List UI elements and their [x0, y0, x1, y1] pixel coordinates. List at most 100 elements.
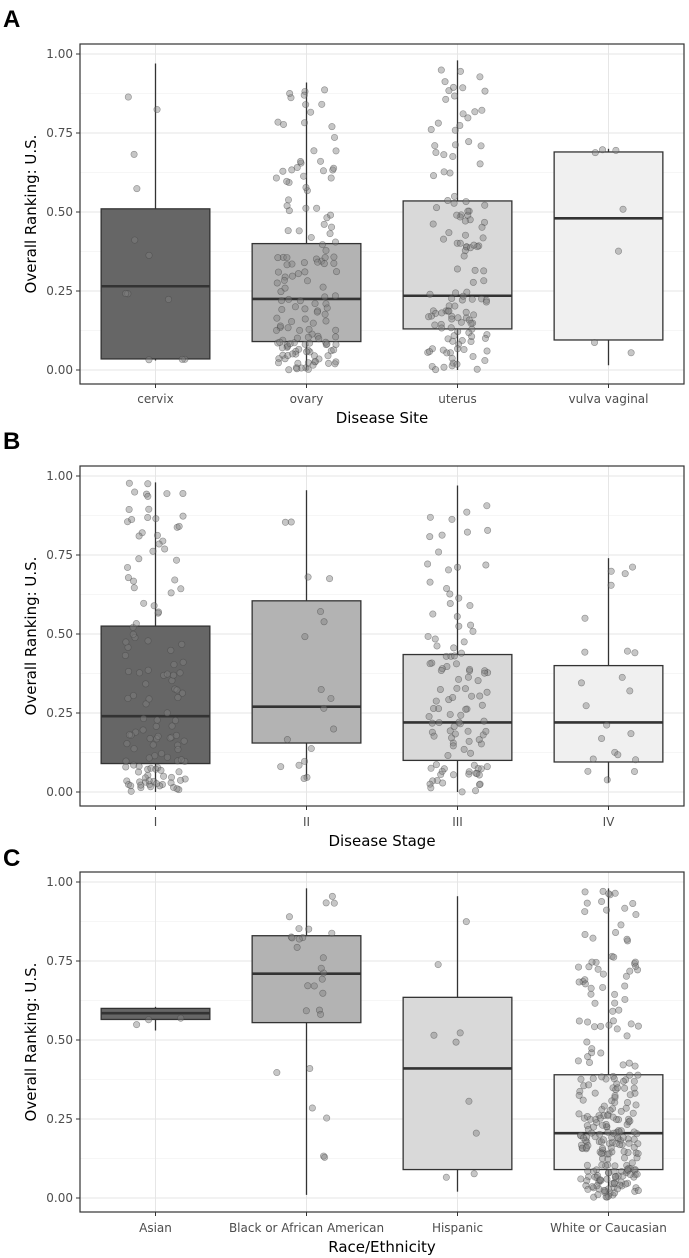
data-point: [321, 86, 329, 94]
data-point: [153, 106, 161, 114]
data-point: [124, 643, 132, 651]
data-point: [588, 958, 596, 966]
data-point: [445, 696, 453, 704]
data-point: [284, 227, 292, 235]
data-point: [426, 290, 434, 298]
data-point: [304, 333, 312, 341]
data-point: [135, 768, 143, 776]
data-point: [328, 123, 336, 131]
data-point: [467, 319, 475, 327]
data-point: [331, 133, 339, 141]
data-point: [300, 774, 308, 782]
data-point: [634, 1022, 642, 1030]
data-point: [288, 318, 296, 326]
data-point: [600, 1102, 608, 1110]
data-point: [317, 686, 325, 694]
data-point: [467, 749, 475, 757]
data-point: [624, 1149, 632, 1157]
data-point: [280, 276, 288, 284]
data-point: [583, 1113, 591, 1121]
data-point: [324, 352, 332, 360]
data-point: [581, 614, 589, 622]
data-point: [435, 719, 443, 727]
data-point: [603, 1123, 611, 1131]
data-point: [465, 768, 473, 776]
box-body: [553, 151, 664, 341]
data-point: [612, 928, 620, 936]
data-point: [328, 929, 336, 937]
data-point: [479, 731, 487, 739]
data-point: [628, 1159, 636, 1167]
data-point: [583, 899, 591, 907]
data-point: [440, 363, 448, 371]
data-point: [446, 349, 454, 357]
data-point: [610, 1075, 618, 1083]
data-point: [319, 167, 327, 175]
data-point: [313, 308, 321, 316]
data-point: [454, 328, 462, 336]
data-point: [272, 174, 280, 182]
data-point: [437, 771, 445, 779]
data-point: [295, 227, 303, 235]
data-point: [451, 92, 459, 100]
data-point: [178, 355, 186, 363]
data-point: [431, 635, 439, 643]
data-point: [180, 737, 188, 745]
data-point: [451, 141, 459, 149]
data-point: [445, 307, 453, 315]
panel-border: [79, 465, 685, 807]
data-point: [610, 953, 618, 961]
data-point: [300, 259, 308, 267]
data-point: [472, 787, 480, 795]
box-4: [553, 148, 664, 366]
data-point: [473, 769, 481, 777]
data-point: [607, 581, 615, 589]
data-point: [153, 716, 161, 724]
data-point: [144, 637, 152, 645]
panel-border: [79, 43, 685, 385]
data-point: [125, 479, 133, 487]
data-point: [445, 229, 453, 237]
data-point: [604, 1112, 612, 1120]
data-point: [478, 701, 486, 709]
points-1: [121, 479, 189, 795]
data-point: [480, 717, 488, 725]
data-point: [317, 1010, 325, 1018]
data-point: [463, 508, 471, 516]
data-point: [295, 925, 303, 933]
data-point: [130, 577, 138, 585]
data-point: [163, 490, 171, 498]
data-point: [302, 101, 310, 109]
data-point: [283, 202, 291, 210]
data-point: [444, 751, 452, 759]
data-point: [167, 779, 175, 787]
data-point: [296, 297, 304, 305]
data-point: [160, 671, 168, 679]
data-point: [321, 293, 329, 301]
data-point: [283, 261, 291, 269]
x-tick-label: Black or African American: [229, 1221, 384, 1235]
data-point: [444, 335, 452, 343]
data-point: [274, 268, 282, 276]
data-point: [175, 522, 183, 530]
data-point: [456, 239, 464, 247]
data-point: [425, 713, 433, 721]
data-point: [173, 785, 181, 793]
data-point: [435, 548, 443, 556]
data-point: [285, 913, 293, 921]
data-point: [600, 1112, 608, 1120]
data-point: [470, 241, 478, 249]
data-point: [330, 259, 338, 267]
data-point: [163, 670, 171, 678]
data-point: [582, 1182, 590, 1190]
data-point: [299, 934, 307, 942]
data-point: [155, 608, 163, 616]
data-point: [273, 279, 281, 287]
data-point: [466, 602, 474, 610]
data-point: [145, 1016, 153, 1024]
y-tick-label: 0.00: [46, 785, 73, 799]
data-point: [149, 741, 157, 749]
data-point: [163, 753, 171, 761]
data-point: [460, 252, 468, 260]
data-point: [124, 694, 132, 702]
